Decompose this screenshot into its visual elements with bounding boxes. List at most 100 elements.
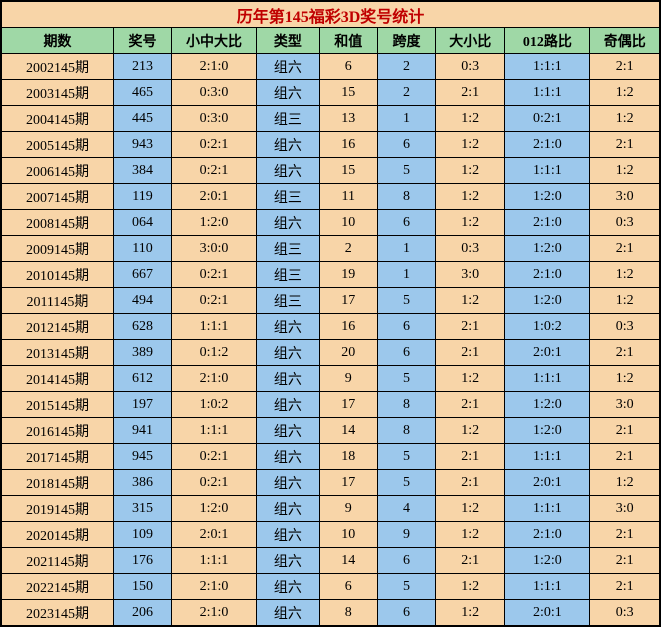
table-cell: 389 [113, 340, 171, 366]
table-cell: 2:0:1 [172, 522, 257, 548]
table-cell: 组六 [257, 132, 320, 158]
table-row: 2012145期6281:1:1组六1662:11:0:20:3 [2, 314, 660, 340]
table-cell: 15 [319, 158, 377, 184]
table-cell: 2:1:0 [172, 600, 257, 626]
table-cell: 2:1 [436, 444, 505, 470]
column-header: 奖号 [113, 28, 171, 54]
table-cell: 0:3 [436, 236, 505, 262]
table-cell: 14 [319, 418, 377, 444]
table-cell: 2:1 [590, 522, 660, 548]
table-cell: 2:1 [436, 314, 505, 340]
table-cell: 0:3 [590, 210, 660, 236]
table-cell: 组三 [257, 106, 320, 132]
table-cell: 组六 [257, 548, 320, 574]
table-cell: 176 [113, 548, 171, 574]
table-cell: 2014145期 [2, 366, 114, 392]
table-cell: 组三 [257, 236, 320, 262]
table-cell: 2:1 [436, 340, 505, 366]
table-cell: 2:1 [590, 132, 660, 158]
table-cell: 2:1:0 [172, 54, 257, 80]
column-header: 期数 [2, 28, 114, 54]
table-cell: 2002145期 [2, 54, 114, 80]
table-row: 2018145期3860:2:1组六1752:12:0:11:2 [2, 470, 660, 496]
column-header: 类型 [257, 28, 320, 54]
table-cell: 2016145期 [2, 418, 114, 444]
table-cell: 6 [377, 132, 435, 158]
table-cell: 1:2 [436, 522, 505, 548]
table-cell: 8 [377, 184, 435, 210]
table-cell: 1:0:2 [172, 392, 257, 418]
table-cell: 3:0 [590, 496, 660, 522]
column-header: 和值 [319, 28, 377, 54]
table-cell: 10 [319, 522, 377, 548]
table-cell: 3:0 [436, 262, 505, 288]
table-cell: 组三 [257, 184, 320, 210]
table-row: 2005145期9430:2:1组六1661:22:1:02:1 [2, 132, 660, 158]
table-cell: 315 [113, 496, 171, 522]
table-cell: 6 [377, 314, 435, 340]
table-cell: 1:1:1 [505, 366, 590, 392]
table-cell: 1:2 [436, 496, 505, 522]
table-cell: 组六 [257, 392, 320, 418]
table-cell: 0:2:1 [172, 158, 257, 184]
table-cell: 组六 [257, 600, 320, 626]
table-cell: 1:1:1 [505, 444, 590, 470]
table-cell: 2006145期 [2, 158, 114, 184]
table-cell: 2017145期 [2, 444, 114, 470]
table-cell: 1:2 [436, 288, 505, 314]
table-cell: 0:3 [436, 54, 505, 80]
table-cell: 组六 [257, 314, 320, 340]
table-row: 2013145期3890:1:2组六2062:12:0:12:1 [2, 340, 660, 366]
table-row: 2021145期1761:1:1组六1462:11:2:02:1 [2, 548, 660, 574]
table-cell: 6 [377, 210, 435, 236]
table-cell: 1:2 [436, 158, 505, 184]
table-cell: 4 [377, 496, 435, 522]
table-cell: 1 [377, 262, 435, 288]
table-cell: 2:0:1 [172, 184, 257, 210]
table-row: 2019145期3151:2:0组六941:21:1:13:0 [2, 496, 660, 522]
table-cell: 2011145期 [2, 288, 114, 314]
table-cell: 119 [113, 184, 171, 210]
table-cell: 2013145期 [2, 340, 114, 366]
table-cell: 16 [319, 132, 377, 158]
table-cell: 1:2 [436, 210, 505, 236]
table-row: 2010145期6670:2:1组三1913:02:1:01:2 [2, 262, 660, 288]
table-cell: 组六 [257, 366, 320, 392]
table-cell: 6 [319, 54, 377, 80]
table-cell: 18 [319, 444, 377, 470]
column-header: 012路比 [505, 28, 590, 54]
table-cell: 1:2:0 [172, 496, 257, 522]
table-cell: 1:2 [590, 158, 660, 184]
table-cell: 494 [113, 288, 171, 314]
table-cell: 2003145期 [2, 80, 114, 106]
table-cell: 0:3:0 [172, 106, 257, 132]
table-cell: 1:2 [436, 600, 505, 626]
table-cell: 5 [377, 574, 435, 600]
table-cell: 2:1:0 [172, 574, 257, 600]
lottery-stats-table: 历年第145福彩3D奖号统计 期数奖号小中大比类型和值跨度大小比012路比奇偶比… [0, 0, 661, 627]
table-row: 2022145期1502:1:0组六651:21:1:12:1 [2, 574, 660, 600]
table-cell: 2:1 [590, 574, 660, 600]
table-cell: 13 [319, 106, 377, 132]
table-cell: 2018145期 [2, 470, 114, 496]
table-cell: 14 [319, 548, 377, 574]
table-cell: 386 [113, 470, 171, 496]
table-cell: 1:2 [590, 470, 660, 496]
table-row: 2023145期2062:1:0组六861:22:0:10:3 [2, 600, 660, 626]
table-cell: 组六 [257, 444, 320, 470]
table-row: 2011145期4940:2:1组三1751:21:2:01:2 [2, 288, 660, 314]
table-cell: 20 [319, 340, 377, 366]
table-cell: 109 [113, 522, 171, 548]
table-cell: 0:2:1 [505, 106, 590, 132]
table-cell: 1 [377, 236, 435, 262]
table-cell: 6 [377, 600, 435, 626]
table-cell: 945 [113, 444, 171, 470]
table-cell: 1:2 [590, 288, 660, 314]
table-cell: 445 [113, 106, 171, 132]
table-cell: 0:2:1 [172, 132, 257, 158]
table-cell: 2010145期 [2, 262, 114, 288]
table-cell: 2015145期 [2, 392, 114, 418]
table-row: 2007145期1192:0:1组三1181:21:2:03:0 [2, 184, 660, 210]
table-cell: 2:1:0 [505, 522, 590, 548]
table-cell: 3:0 [590, 392, 660, 418]
